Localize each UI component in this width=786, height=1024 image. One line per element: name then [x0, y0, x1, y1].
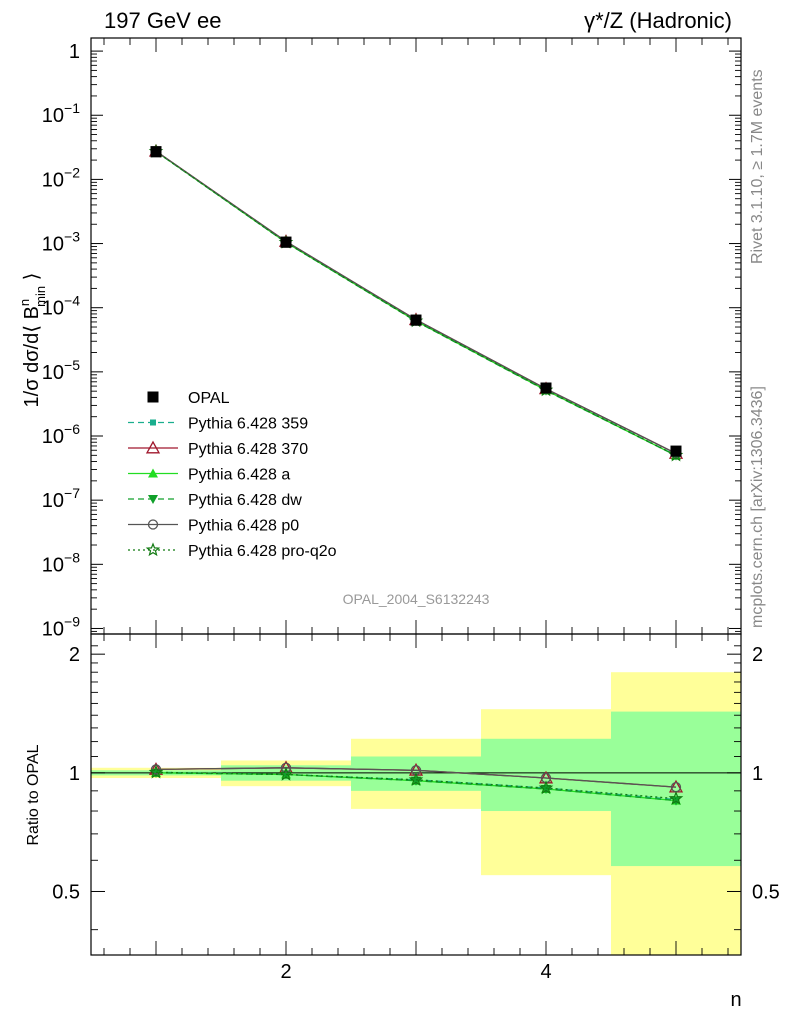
- header-left-label: 197 GeV ee: [104, 8, 221, 33]
- ratio-series-group: [148, 760, 684, 806]
- ratio-data-point: [541, 784, 551, 794]
- legend-label: Pythia 6.428 359: [188, 416, 308, 433]
- legend-entry: Pythia 6.428 370: [128, 440, 308, 458]
- legend-label: Pythia 6.428 dw: [188, 492, 302, 509]
- rivet-version-label: Rivet 3.1.10, ≥ 1.7M events: [749, 69, 766, 264]
- legend-label: Pythia 6.428 pro-q2o: [188, 543, 337, 560]
- legend-marker-swatch: [148, 495, 158, 504]
- ratio-y-tick-label-right: 0.5: [752, 881, 780, 903]
- opal-data-point: [540, 382, 552, 394]
- ratio-series-pythia-6-428-pro-q2o: [148, 764, 684, 805]
- ratio-y-tick-label-right: 2: [752, 644, 763, 666]
- series-opal-top: [150, 146, 682, 457]
- ratio-data-point: [411, 776, 421, 786]
- main-series-line: [155, 150, 677, 454]
- ratio-data-point: [668, 790, 684, 805]
- legend-entry: Pythia 6.428 359: [128, 416, 308, 433]
- legend-entry: Pythia 6.428 p0: [128, 518, 299, 535]
- legend-label: Pythia 6.428 a: [188, 467, 290, 484]
- legend-entry: OPAL: [147, 390, 230, 407]
- main-y-tick-label: 10−6: [42, 421, 80, 448]
- series-pythia-6-428-359: [153, 148, 679, 459]
- ratio-y-tick-label: 1: [69, 763, 80, 785]
- legend-entry: Pythia 6.428 a: [128, 467, 290, 484]
- ratio-uncertainty-bands: [91, 672, 741, 955]
- main-ylabel: 1/σ dσ/d⟨ Bnmin ⟩: [17, 273, 48, 408]
- series-pythia-6-428-370: [148, 143, 684, 459]
- header-right-label: γ*/Z (Hadronic): [584, 8, 732, 33]
- legend-entry: Pythia 6.428 pro-q2o: [128, 542, 337, 560]
- main-series-line: [155, 150, 677, 456]
- ratio-y-tick-label: 2: [69, 644, 80, 666]
- main-series-line: [155, 151, 677, 457]
- ratio-data-point: [148, 764, 164, 779]
- legend-marker-swatch: [145, 440, 161, 454]
- ratio-data-point: [280, 762, 292, 773]
- x-tick-label: 4: [540, 961, 551, 983]
- ratio-series-line: [155, 771, 677, 800]
- series-pythia-6-428-pro-q2o: [148, 143, 684, 462]
- main-y-tick-label: 1: [69, 41, 80, 63]
- legend-marker-swatch: [150, 419, 156, 426]
- opal-data-point: [670, 445, 682, 457]
- legend-label: Pythia 6.428 370: [188, 441, 308, 458]
- mcplots-reference-label: mcplots.cern.ch [arXiv:1306.3436]: [749, 386, 766, 628]
- main-y-tick-label: 10−4: [42, 293, 80, 320]
- ratio-data-point: [408, 772, 424, 786]
- ratio-y-tick-label-right: 1: [752, 763, 763, 785]
- ratio-series-line: [155, 767, 677, 788]
- main-y-tick-label: 10−2: [42, 164, 80, 191]
- opal-data-point: [410, 314, 422, 326]
- axes-group: 1 10−1 10−2 10−3 10−4 10−5 10−6 10−7 10−8 10−9 2 4 2…: [42, 37, 780, 983]
- ratio-stat-band-5: [611, 711, 741, 867]
- opal-data-point: [280, 236, 292, 248]
- legend-marker-swatch: [147, 391, 159, 403]
- legend-marker-swatch: [148, 468, 158, 478]
- x-tick-label: 2: [280, 961, 291, 983]
- opal-data-point: [150, 146, 162, 158]
- ratio-ylabel: Ratio to OPAL: [25, 744, 42, 845]
- main-series-line: [155, 150, 677, 456]
- legend: OPAL Pythia 6.428 359 Pythia 6.428 370 Pyth…: [128, 390, 337, 560]
- series-pythia-6-428-a: [151, 146, 681, 460]
- main-y-tick-label: 10−7: [42, 485, 80, 512]
- legend-entry: Pythia 6.428 dw: [128, 492, 302, 509]
- main-y-tick-label: 10−5: [42, 357, 80, 384]
- main-y-tick-label: 10−9: [42, 613, 80, 640]
- series-pythia-6-428-dw: [151, 147, 681, 461]
- main-y-tick-label: 10−1: [42, 100, 80, 127]
- legend-marker-swatch: [145, 542, 161, 557]
- legend-marker-swatch: [147, 519, 159, 530]
- main-series-line: [155, 150, 677, 457]
- legend-label: OPAL: [188, 390, 230, 407]
- x-axis-label: n: [730, 989, 741, 1011]
- series-pythia-6-428-p0: [150, 146, 682, 459]
- main-y-tick-label: 10−3: [42, 229, 80, 256]
- legend-label: Pythia 6.428 p0: [188, 518, 299, 535]
- main-series-group: [148, 143, 684, 462]
- series-opal: [150, 146, 682, 457]
- main-y-tick-label: 10−8: [42, 549, 80, 576]
- ratio-data-point: [278, 766, 294, 781]
- ratio-data-point: [538, 780, 554, 795]
- main-series-line: [155, 150, 677, 454]
- ratio-y-tick-label: 0.5: [52, 881, 80, 903]
- analysis-watermark: OPAL_2004_S6132243: [343, 591, 490, 607]
